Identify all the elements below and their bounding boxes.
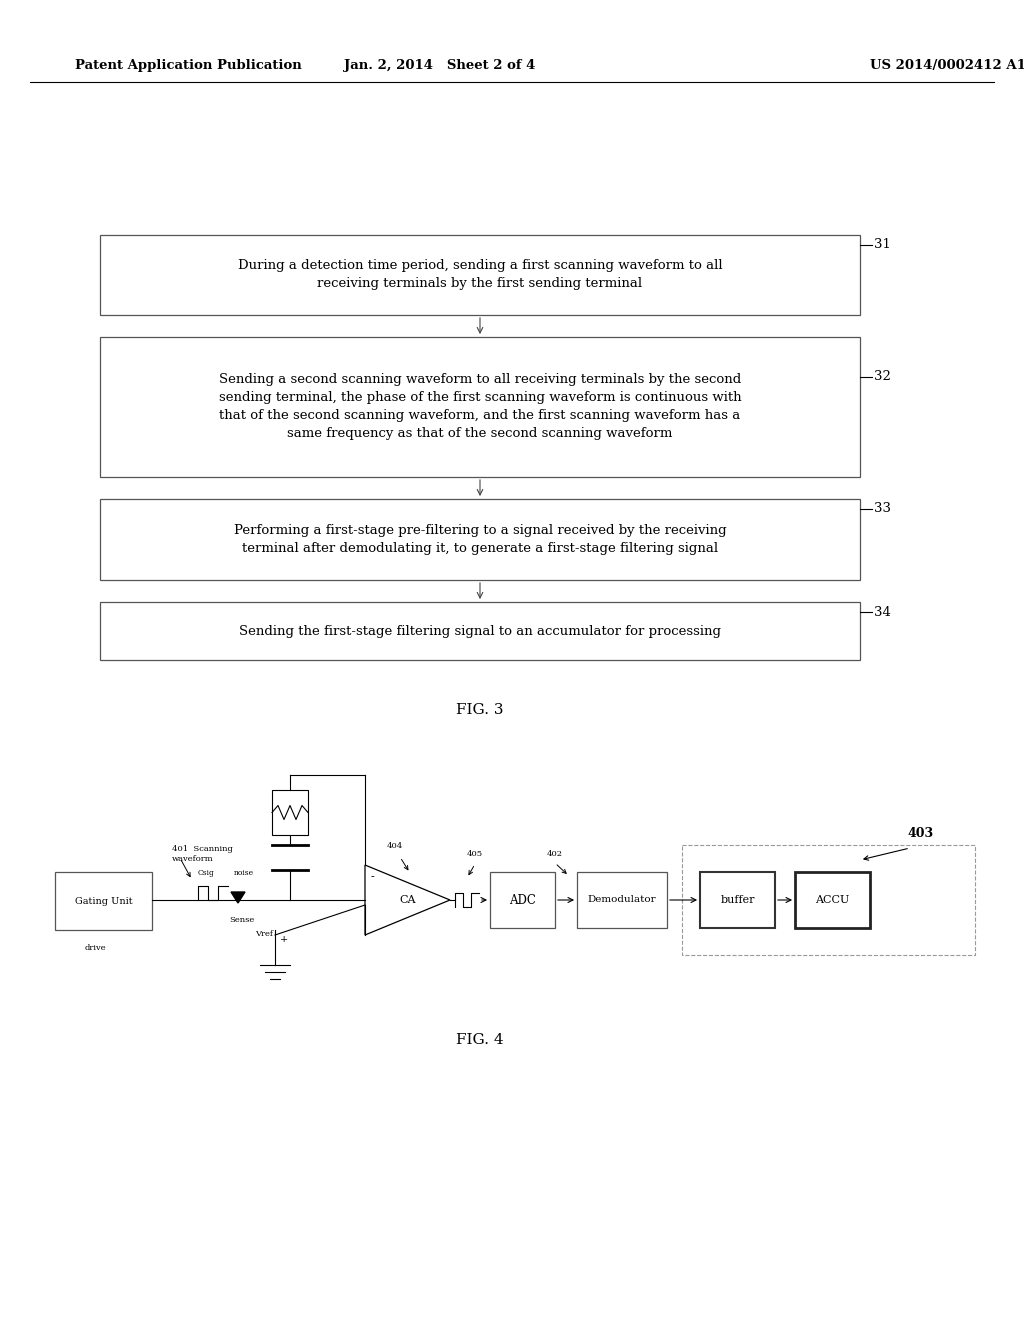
Text: FIG. 3: FIG. 3: [457, 704, 504, 717]
Bar: [100, 235, 860, 315]
Text: Csig: Csig: [198, 869, 215, 876]
Text: Performing a first-stage pre-filtering to a signal received by the receiving
ter: Performing a first-stage pre-filtering t…: [233, 524, 726, 554]
Text: +: +: [280, 936, 288, 945]
Text: 32: 32: [874, 371, 891, 384]
Polygon shape: [365, 865, 450, 935]
Text: CA: CA: [399, 895, 416, 906]
Text: 402: 402: [547, 850, 563, 858]
Text: 404: 404: [387, 842, 403, 850]
Text: 403: 403: [907, 828, 933, 840]
Text: Demodulator: Demodulator: [588, 895, 656, 904]
Polygon shape: [231, 892, 245, 903]
Bar: [490, 873, 555, 928]
Text: Sense: Sense: [229, 916, 255, 924]
Text: ACCU: ACCU: [815, 895, 850, 906]
Text: 405: 405: [467, 850, 483, 858]
Text: 31: 31: [874, 239, 891, 252]
Text: buffer: buffer: [720, 895, 755, 906]
Bar: [272, 789, 308, 836]
Bar: [795, 873, 870, 928]
Text: 33: 33: [874, 503, 891, 516]
Text: 401  Scanning
waveform: 401 Scanning waveform: [172, 845, 232, 863]
Bar: [100, 337, 860, 477]
Text: drive: drive: [85, 944, 106, 952]
Text: 34: 34: [874, 606, 891, 619]
Text: US 2014/0002412 A1: US 2014/0002412 A1: [870, 58, 1024, 71]
Text: During a detection time period, sending a first scanning waveform to all
receivi: During a detection time period, sending …: [238, 260, 722, 290]
Bar: [577, 873, 667, 928]
Text: Jan. 2, 2014   Sheet 2 of 4: Jan. 2, 2014 Sheet 2 of 4: [344, 58, 536, 71]
Text: Sending a second scanning waveform to all receiving terminals by the second
send: Sending a second scanning waveform to al…: [219, 374, 741, 441]
Text: Vref: Vref: [255, 931, 273, 939]
Text: FIG. 4: FIG. 4: [456, 1034, 504, 1047]
Bar: [100, 602, 860, 660]
Text: ADC: ADC: [509, 894, 536, 907]
Text: Sending the first-stage filtering signal to an accumulator for processing: Sending the first-stage filtering signal…: [239, 624, 721, 638]
Text: -: -: [371, 873, 375, 882]
Bar: [682, 845, 975, 954]
Text: Patent Application Publication: Patent Application Publication: [75, 58, 302, 71]
Bar: [55, 873, 152, 931]
Text: Gating Unit: Gating Unit: [75, 896, 132, 906]
Bar: [100, 499, 860, 579]
Bar: [700, 873, 775, 928]
Text: noise: noise: [234, 869, 254, 876]
